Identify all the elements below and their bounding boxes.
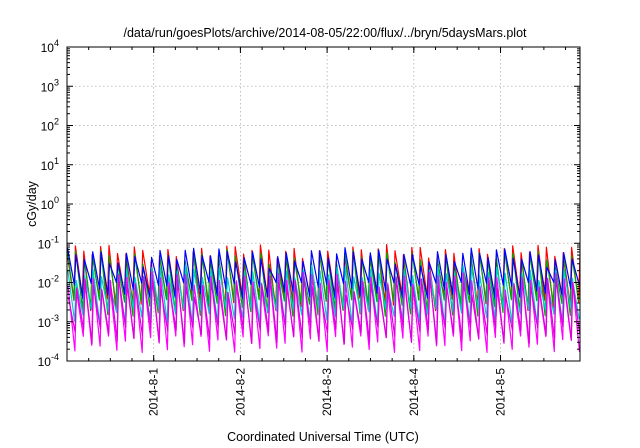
x-axis-label: Coordinated Universal Time (UTC): [227, 430, 419, 444]
y-tick-label: 10-1: [38, 234, 59, 251]
y-axis: 10-4 10-3 10-2 10-1 100 101 102 103 104: [38, 38, 580, 369]
y-tick-label: 10-3: [38, 313, 59, 330]
y-axis-label: cGy/day: [25, 180, 39, 227]
series-line: [67, 264, 580, 326]
y-tick-label: 100: [41, 195, 59, 212]
y-tick-label: 10-2: [38, 274, 59, 291]
series-group: [66, 244, 581, 354]
series-line: [66, 247, 580, 300]
chart-title: /data/run/goesPlots/archive/2014-08-05/2…: [123, 26, 527, 40]
y-tick-label: 102: [41, 117, 59, 134]
x-tick-label: 2014-8-1: [147, 368, 161, 416]
y-tick-label: 10-4: [38, 352, 59, 369]
x-tick-label: 2014-8-4: [407, 368, 421, 416]
y-tick-label: 101: [41, 156, 59, 173]
x-tick-label: 2014-8-3: [320, 368, 334, 416]
x-tick-label: 2014-8-5: [494, 368, 508, 416]
series-line: [67, 276, 581, 345]
y-tick-label: 104: [41, 38, 59, 55]
y-tick-label: 103: [41, 77, 59, 94]
x-axis: 2014-8-1 2014-8-2 2014-8-3 2014-8-4 2014-8-5: [66, 47, 567, 416]
x-tick-label: 2014-8-2: [233, 368, 247, 416]
